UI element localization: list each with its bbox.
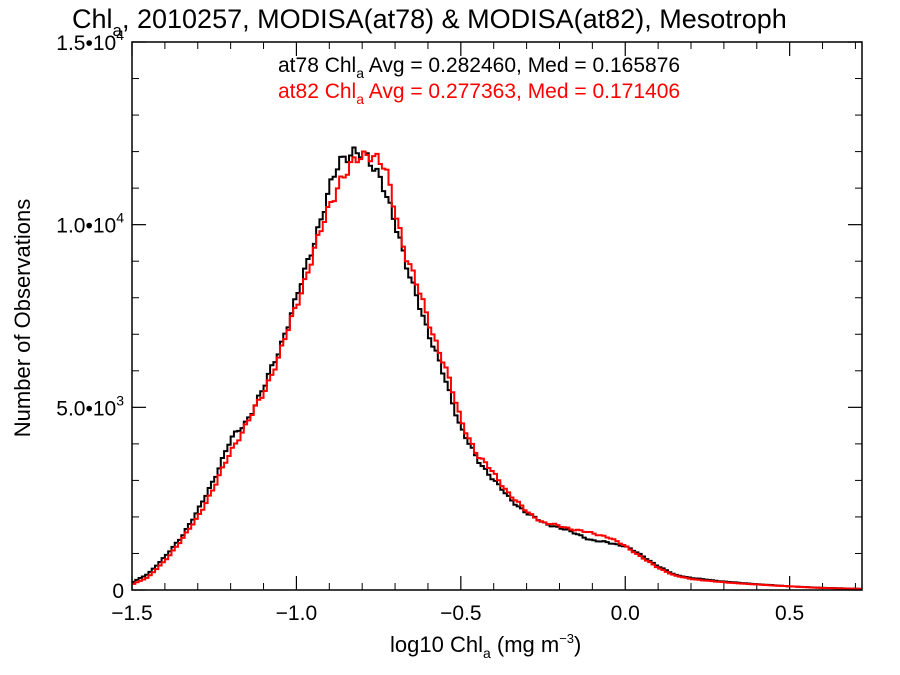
- axis-ticks: −1.5 −1.0 −0.5 0.0 0.5 0 5.0•103 1.0•104 1.5•104: [56, 27, 862, 625]
- x-axis-label-exponent: −3: [559, 631, 574, 646]
- chart-title-rest: , 2010257, MODISA(at78) & MODISA(at82), …: [122, 4, 787, 34]
- x-tick-label: 0.5: [775, 602, 804, 625]
- y-tick-label: 1.0•104: [56, 210, 124, 238]
- annotation-at82-sub: a: [356, 91, 364, 107]
- x-tick-label: 0.0: [611, 602, 640, 625]
- x-axis-label-close: ): [574, 632, 581, 657]
- annotation-at78-sub: a: [356, 65, 364, 81]
- x-axis-label-unit: (mg m: [491, 632, 559, 657]
- x-tick-label: −0.5: [440, 602, 481, 625]
- x-axis-label-subscript: a: [483, 645, 491, 661]
- x-tick-label: −1.0: [276, 602, 317, 625]
- chart-title-subscript: a: [113, 21, 123, 40]
- x-axis-label-main: log10 Chl: [390, 632, 483, 657]
- annotation-at82: at82 Chla Avg = 0.277363, Med = 0.171406: [278, 80, 680, 107]
- chart-title-main: Chl: [72, 4, 113, 34]
- y-tick-label: 5.0•103: [56, 392, 124, 420]
- annotation-at78-pre: at78 Chl: [278, 54, 356, 77]
- plot-frame: [131, 41, 863, 591]
- y-axis-label: Number of Observations: [10, 199, 35, 437]
- annotation-at82-post: Avg = 0.277363, Med = 0.171406: [364, 80, 680, 103]
- y-tick-label: 0: [112, 580, 124, 603]
- x-axis-label: log10 Chla (mg m−3): [390, 631, 581, 661]
- chart-title: Chla, 2010257, MODISA(at78) & MODISA(at8…: [72, 4, 787, 40]
- annotation-at82-pre: at82 Chl: [278, 80, 356, 103]
- x-tick-label: −1.5: [111, 602, 152, 625]
- annotation-at78: at78 Chla Avg = 0.282460, Med = 0.165876: [278, 54, 680, 81]
- data-series: [132, 146, 862, 590]
- series-line-at82: [132, 150, 862, 590]
- annotation-at78-post: Avg = 0.282460, Med = 0.165876: [364, 54, 680, 77]
- y-tick-label: 1.5•104: [56, 27, 124, 55]
